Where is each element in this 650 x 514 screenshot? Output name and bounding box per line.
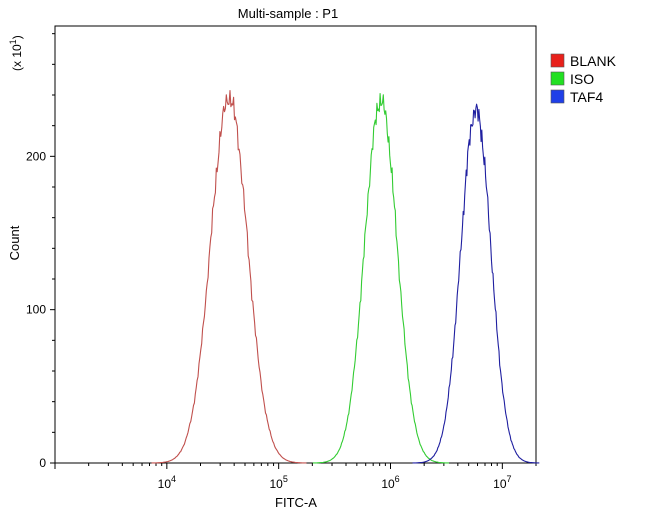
series-lines [151,90,540,464]
legend-swatch-blank [550,53,565,68]
legend: BLANK ISO TAF4 [550,53,617,105]
y-tick-label: 0 [39,456,46,470]
series-line-blank [151,90,307,464]
x-tick-label: 105 [269,474,287,491]
x-tick-label: 106 [381,474,399,491]
plot-frame [54,25,537,464]
legend-swatch-taf4 [550,89,565,104]
legend-swatch-iso [550,71,565,86]
y-axis-ticks: 0 100 200 [26,33,55,470]
x-axis-label: FITC-A [275,495,317,510]
legend-label-iso: ISO [570,71,594,87]
series-line-iso [312,93,449,464]
y-tick-label: 100 [26,303,46,317]
y-multiplier-label: (x 101) [8,35,24,71]
legend-label-blank: BLANK [570,53,617,69]
series-line-taf4 [412,103,540,464]
x-tick-label: 104 [158,474,176,491]
y-axis-label: Count [7,225,22,260]
y-tick-label: 200 [26,149,46,163]
x-axis-ticks: 104 105 106 107 [54,463,537,491]
legend-label-taf4: TAF4 [570,89,603,105]
chart-title: Multi-sample : P1 [238,6,338,21]
x-tick-label: 107 [493,474,511,491]
